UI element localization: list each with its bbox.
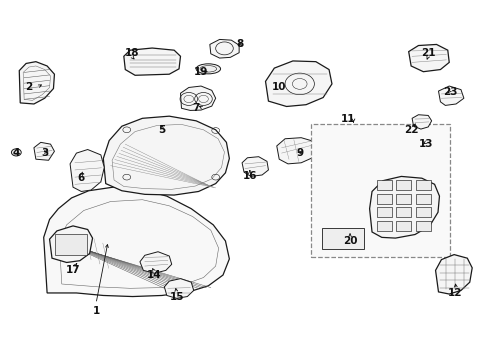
Bar xyxy=(416,180,431,190)
Polygon shape xyxy=(242,157,269,176)
Bar xyxy=(416,221,431,231)
Polygon shape xyxy=(436,255,472,294)
Text: 13: 13 xyxy=(418,139,433,149)
Polygon shape xyxy=(369,176,440,238)
Bar xyxy=(416,194,431,204)
Polygon shape xyxy=(124,48,180,75)
Polygon shape xyxy=(34,142,54,160)
Bar xyxy=(377,194,392,204)
Polygon shape xyxy=(103,116,229,195)
Text: 17: 17 xyxy=(66,265,80,275)
Text: 2: 2 xyxy=(25,82,33,92)
Text: 4: 4 xyxy=(13,148,20,158)
Bar xyxy=(322,228,364,249)
Polygon shape xyxy=(180,86,216,111)
Bar xyxy=(377,221,392,231)
Text: 5: 5 xyxy=(158,125,166,135)
Circle shape xyxy=(11,149,21,156)
Text: 14: 14 xyxy=(147,270,162,280)
Text: 7: 7 xyxy=(193,103,200,113)
Polygon shape xyxy=(140,252,172,273)
Text: 1: 1 xyxy=(92,306,99,316)
Text: 23: 23 xyxy=(443,87,458,97)
Text: 11: 11 xyxy=(341,114,355,124)
Polygon shape xyxy=(277,138,318,164)
Polygon shape xyxy=(439,86,464,105)
Bar xyxy=(377,180,392,190)
Polygon shape xyxy=(210,40,239,58)
Polygon shape xyxy=(49,226,93,262)
Polygon shape xyxy=(409,44,449,72)
Text: 15: 15 xyxy=(170,292,184,302)
Polygon shape xyxy=(412,115,432,129)
Bar xyxy=(396,221,411,231)
Text: 6: 6 xyxy=(78,173,85,183)
Bar xyxy=(416,207,431,217)
Bar xyxy=(55,234,87,255)
Text: 18: 18 xyxy=(124,48,139,58)
Text: 10: 10 xyxy=(272,82,287,92)
Text: 16: 16 xyxy=(243,171,257,181)
Ellipse shape xyxy=(196,64,220,74)
Polygon shape xyxy=(19,62,54,104)
Bar xyxy=(396,194,411,204)
Text: 8: 8 xyxy=(237,39,244,49)
Text: 12: 12 xyxy=(448,288,463,298)
Bar xyxy=(396,180,411,190)
Bar xyxy=(396,207,411,217)
Polygon shape xyxy=(164,279,194,298)
Polygon shape xyxy=(44,187,229,297)
Bar xyxy=(377,207,392,217)
Text: 19: 19 xyxy=(194,67,208,77)
Bar xyxy=(311,125,450,257)
Text: 3: 3 xyxy=(41,148,49,158)
Polygon shape xyxy=(266,61,332,107)
Text: 22: 22 xyxy=(404,125,418,135)
Polygon shape xyxy=(70,149,104,192)
Text: 21: 21 xyxy=(421,48,436,58)
Text: 9: 9 xyxy=(296,148,303,158)
Text: 20: 20 xyxy=(343,236,357,246)
